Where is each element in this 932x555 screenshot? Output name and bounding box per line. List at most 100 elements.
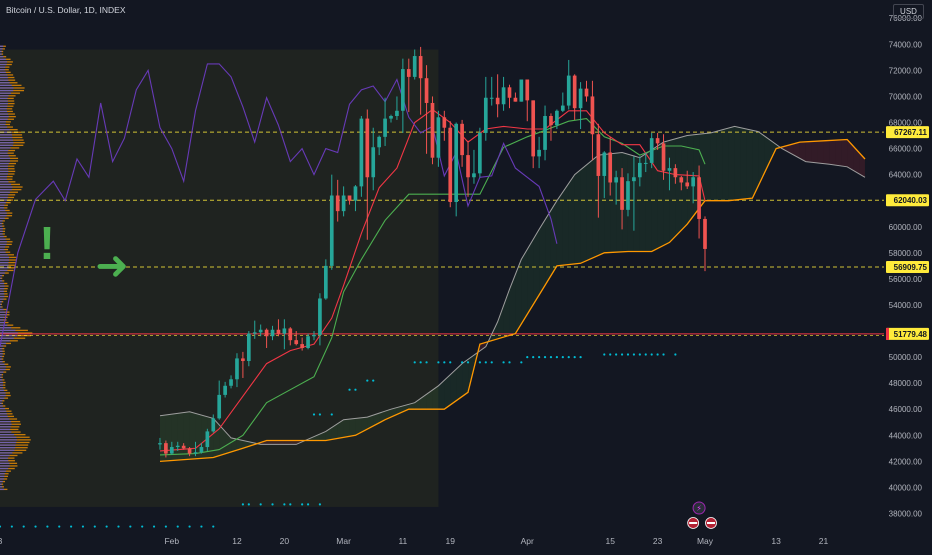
volume-profile-bar — [0, 387, 3, 389]
volume-profile-bar — [0, 355, 3, 358]
dot-marker — [526, 356, 529, 359]
candle-body — [193, 452, 198, 454]
cloud-segment — [829, 140, 836, 166]
volume-profile-bar — [0, 243, 7, 246]
volume-profile-bar — [0, 488, 5, 491]
dot-marker — [443, 361, 446, 364]
cloud-segment — [337, 419, 344, 439]
volume-profile-bar — [0, 89, 14, 92]
volume-profile-bar — [0, 415, 8, 418]
candle-body — [442, 117, 447, 128]
cloud-segment — [586, 159, 593, 261]
candle-body — [389, 115, 393, 119]
candle-body — [329, 195, 334, 266]
volume-profile-bar — [0, 48, 3, 50]
currency-button[interactable]: USD — [893, 4, 924, 19]
candle-body — [175, 445, 180, 448]
candle-body — [501, 87, 506, 105]
candle-body — [312, 334, 316, 337]
volume-profile-bar — [0, 460, 9, 462]
cloud-segment — [681, 135, 688, 231]
volume-profile-bar — [0, 235, 4, 238]
volume-profile-bar — [0, 454, 10, 457]
dot-marker — [549, 356, 553, 359]
time-tick-label: Apr — [521, 536, 534, 546]
dot-marker — [466, 361, 470, 364]
candle-body — [584, 88, 589, 97]
candle-body — [495, 97, 500, 105]
volume-profile-bar — [0, 74, 8, 76]
cloud-segment — [479, 342, 486, 351]
candle-body — [478, 132, 482, 174]
dot-marker — [502, 361, 505, 364]
price-tick-label: 66000.00 — [889, 145, 923, 154]
volume-profile-bar — [0, 251, 6, 253]
cloud-segment — [799, 141, 806, 162]
volume-profile-bar — [0, 436, 17, 438]
candle-body — [412, 56, 417, 77]
price-tick-label: 54000.00 — [889, 301, 923, 310]
volume-profile-bar — [0, 123, 6, 126]
volume-profile-bar — [0, 420, 12, 423]
candle-body — [667, 168, 672, 171]
candle-body — [697, 177, 701, 219]
volume-profile-bar — [0, 376, 2, 378]
volume-profile-bar — [0, 256, 10, 259]
candle-body — [264, 329, 269, 337]
price-tick-label: 72000.00 — [889, 66, 923, 75]
volume-profile-bar — [0, 194, 9, 196]
dot-marker — [330, 413, 333, 416]
volume-profile-bar — [0, 316, 5, 319]
dot-marker — [555, 356, 558, 359]
volume-profile-bar — [0, 118, 8, 120]
volume-profile-bar — [0, 353, 3, 355]
candle-body — [246, 333, 251, 362]
cloud-segment — [734, 126, 741, 201]
volume-profile-bar — [0, 337, 14, 339]
dot-marker — [312, 413, 316, 416]
candle-body — [353, 186, 358, 201]
volume-profile-bar — [0, 327, 12, 329]
volume-profile-bar — [0, 314, 6, 316]
volume-profile-bar — [0, 267, 9, 269]
time-tick-label: 3 — [0, 536, 3, 546]
volume-profile-bar — [0, 168, 8, 170]
volume-profile-bar — [0, 191, 10, 193]
dot-marker — [22, 525, 25, 528]
price-tick-label: 38000.00 — [889, 510, 923, 519]
dot-marker — [318, 503, 322, 506]
volume-profile-bar — [0, 173, 8, 175]
volume-profile-bar — [0, 345, 4, 347]
cloud-segment — [716, 129, 723, 201]
volume-profile-bar — [0, 470, 7, 472]
cloud-segment — [266, 440, 273, 445]
candle-body — [306, 336, 310, 348]
volume-profile-bar — [0, 329, 16, 332]
volume-profile-bar — [0, 282, 5, 285]
bolt-icon: ⚡ — [696, 504, 702, 513]
exclamation-mark: ! — [39, 217, 54, 269]
candle-body — [282, 328, 287, 334]
volume-profile-bar — [0, 361, 3, 363]
cloud-segment — [331, 423, 338, 440]
volume-profile-bar — [0, 58, 6, 60]
volume-profile-bar — [0, 394, 6, 397]
volume-profile-bar — [0, 405, 3, 407]
volume-profile-bar — [0, 392, 6, 394]
candle-body — [436, 117, 441, 158]
cloud-segment — [177, 412, 184, 461]
candle-body — [507, 87, 512, 98]
time-tick-label: 20 — [280, 536, 290, 546]
cloud-segment — [497, 305, 504, 339]
volume-profile-bar — [0, 306, 2, 308]
candle-body — [318, 298, 322, 335]
volume-profile-bar — [0, 254, 8, 256]
volume-profile-bar — [0, 207, 5, 209]
volume-profile-bar — [0, 186, 13, 188]
volume-profile-bar — [0, 92, 11, 94]
candle-body — [395, 110, 399, 116]
candle-body — [300, 344, 304, 348]
price-tick-label: 46000.00 — [889, 405, 923, 414]
cloud-segment — [847, 139, 854, 171]
volume-profile-bar — [0, 45, 4, 47]
